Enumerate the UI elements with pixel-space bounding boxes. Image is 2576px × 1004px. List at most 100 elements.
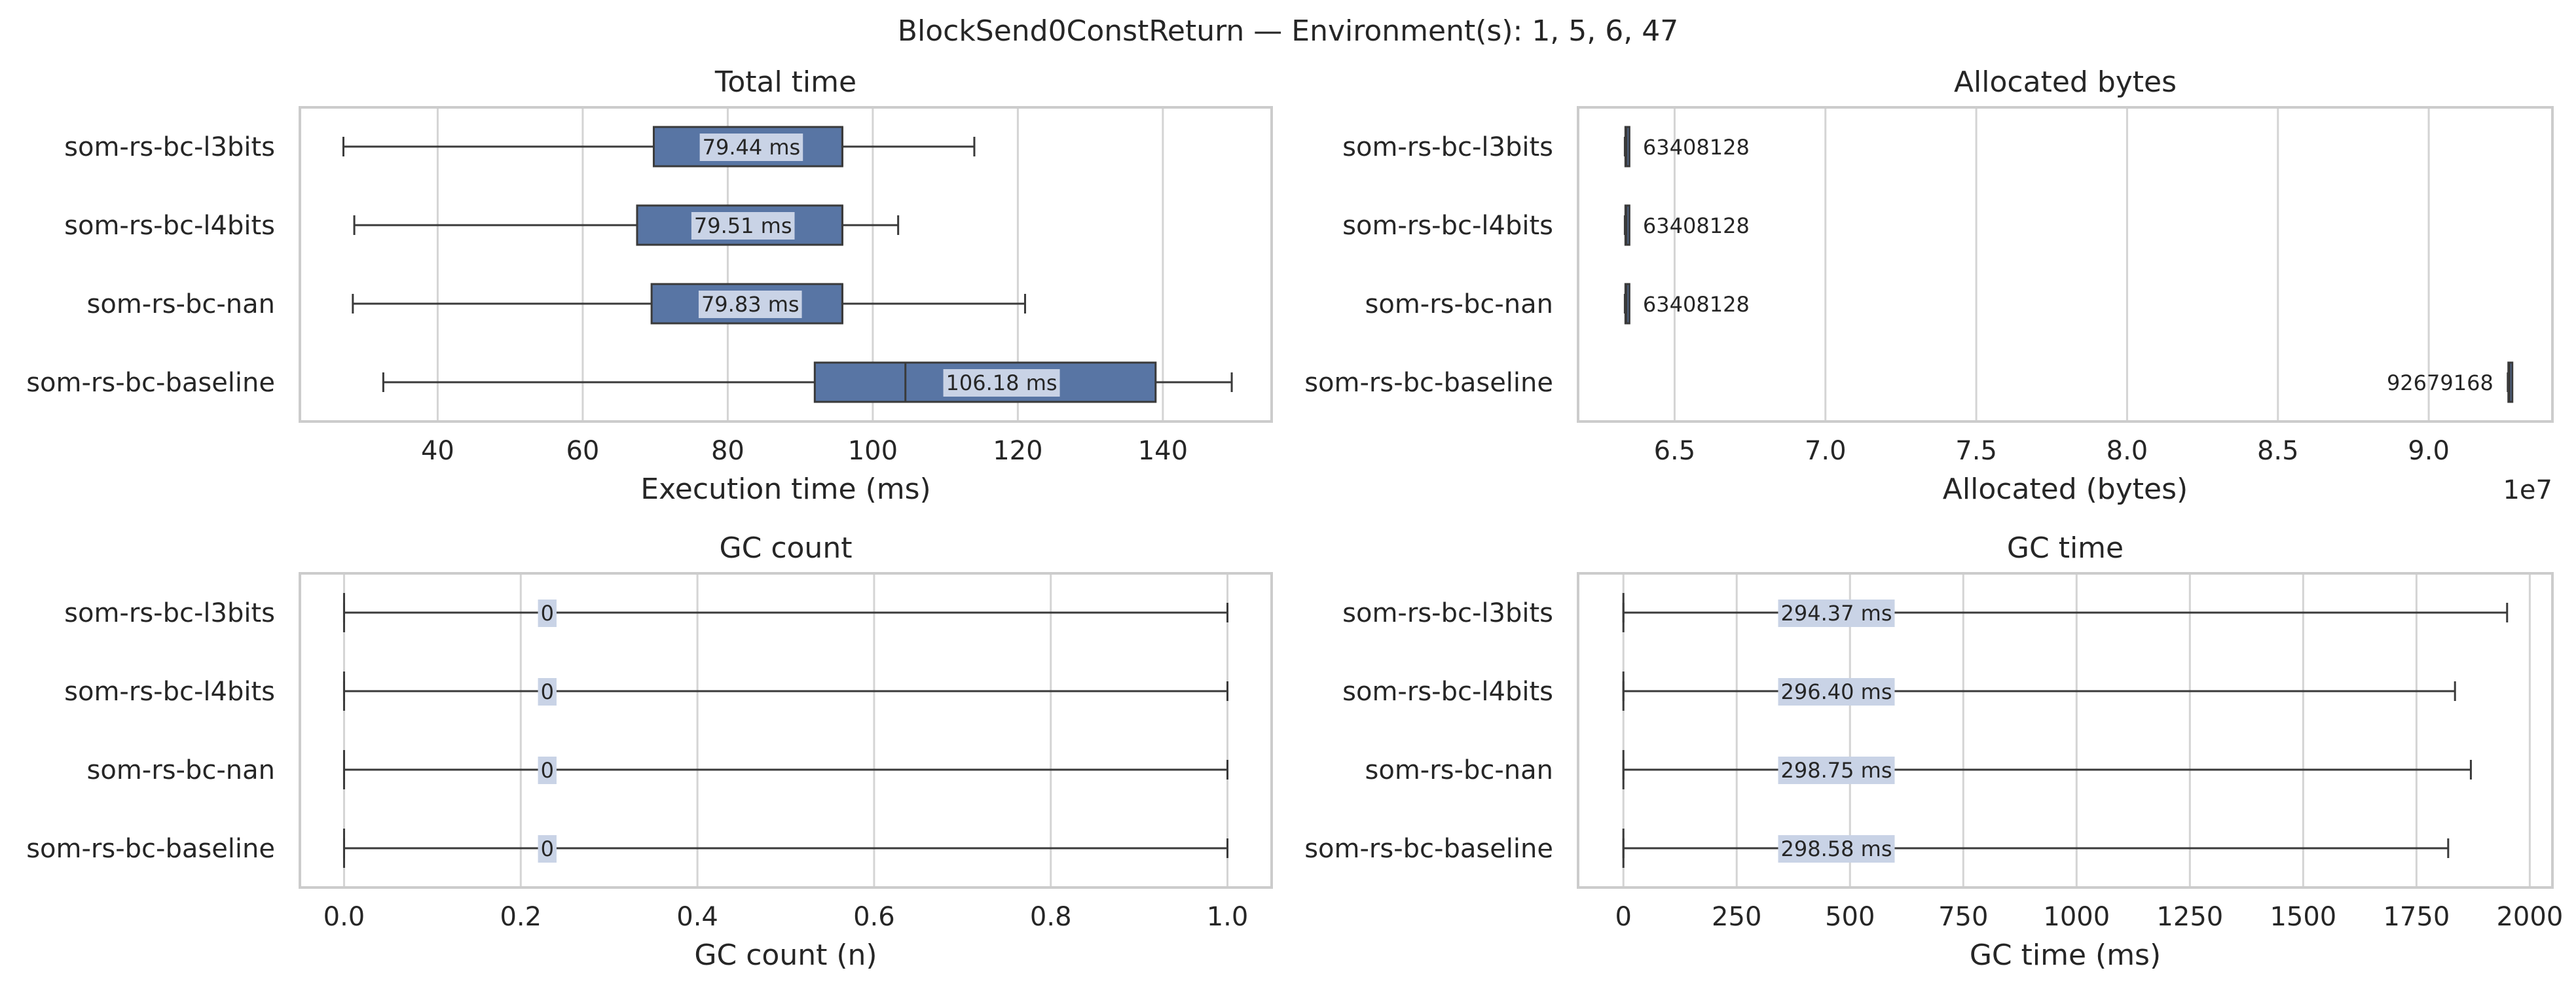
x-tick-label: 0.0 bbox=[323, 902, 365, 932]
box-4: 106.18 ms bbox=[382, 361, 1233, 403]
x-axis-label: GC time (ms) bbox=[1970, 939, 2161, 972]
axis-offset-text: 1e7 bbox=[2503, 475, 2552, 505]
x-tick-label: 60 bbox=[566, 436, 599, 466]
category-label: som-rs-bc-l4bits bbox=[64, 677, 275, 707]
panel-title: Allocated bytes bbox=[1954, 65, 2177, 99]
x-tick-label: 9.0 bbox=[2408, 436, 2450, 466]
data-label-bg bbox=[1778, 757, 1895, 784]
data-label-bg bbox=[1778, 835, 1895, 863]
x-tick-label: 7.0 bbox=[1805, 436, 1847, 466]
x-tick-label: 1250 bbox=[2156, 902, 2223, 932]
x-tick-label: 0.4 bbox=[676, 902, 718, 932]
panel-2: Allocated bytes som-rs-bc-l3bits som-rs-bc… bbox=[1304, 65, 2554, 506]
data-label: 106.18 ms bbox=[946, 370, 1058, 395]
category-label: som-rs-bc-baseline bbox=[1304, 368, 1553, 398]
figure-title: BlockSend0ConstReturn — Environment(s): … bbox=[898, 14, 1678, 48]
x-tick-label: 140 bbox=[1138, 436, 1188, 466]
x-tick-label: 40 bbox=[421, 436, 454, 466]
x-tick-label: 1000 bbox=[2043, 902, 2110, 932]
x-tick-label: 1500 bbox=[2270, 902, 2336, 932]
category-label: som-rs-bc-nan bbox=[87, 755, 275, 785]
category-label: som-rs-bc-baseline bbox=[26, 368, 275, 398]
data-label-bg bbox=[538, 835, 557, 863]
box-1: 63408128 bbox=[1623, 126, 1750, 168]
panel-4: GC time som-rs-bc-l3bits som-rs-bc-l4bits s… bbox=[1304, 531, 2563, 972]
plot-frame bbox=[1577, 572, 2554, 889]
data-label-bg bbox=[538, 678, 557, 706]
x-tick-label: 0.6 bbox=[853, 902, 895, 932]
x-tick-label: 8.5 bbox=[2257, 436, 2299, 466]
box-4: 0 bbox=[342, 829, 1229, 868]
box-1: 294.37 ms bbox=[1622, 593, 2509, 632]
panel-title: GC time bbox=[2007, 531, 2124, 565]
data-label-bg bbox=[943, 369, 1060, 397]
x-tick-label: 0 bbox=[1615, 902, 1631, 932]
panel-1: Total time som-rs-bc-l3bits som-rs-bc-l4bi… bbox=[26, 65, 1273, 506]
x-tick-label: 0.8 bbox=[1030, 902, 1072, 932]
box-3: 298.75 ms bbox=[1622, 750, 2472, 789]
panel-title: GC count bbox=[720, 531, 853, 565]
box-3: 0 bbox=[342, 750, 1229, 789]
panel-title: Total time bbox=[714, 65, 856, 99]
box-2: 0 bbox=[342, 672, 1229, 711]
data-label: 92679168 bbox=[2387, 370, 2493, 395]
data-label: 298.75 ms bbox=[1781, 758, 1892, 783]
x-tick-label: 7.5 bbox=[1955, 436, 1997, 466]
box-3: 79.83 ms bbox=[352, 283, 1026, 325]
category-label: som-rs-bc-l3bits bbox=[64, 598, 275, 628]
x-tick-label: 250 bbox=[1712, 902, 1761, 932]
data-label: 0 bbox=[541, 758, 554, 783]
x-axis-label: Allocated (bytes) bbox=[1943, 473, 2188, 506]
category-label: som-rs-bc-l4bits bbox=[1342, 677, 1553, 707]
x-tick-label: 500 bbox=[1825, 902, 1875, 932]
category-label: som-rs-bc-nan bbox=[1365, 289, 1553, 319]
x-tick-label: 6.5 bbox=[1654, 436, 1696, 466]
data-label: 298.58 ms bbox=[1781, 836, 1892, 861]
data-label-bg bbox=[538, 600, 557, 627]
data-label: 0 bbox=[541, 679, 554, 704]
data-label: 63408128 bbox=[1643, 135, 1750, 160]
box-1: 79.44 ms bbox=[342, 126, 976, 168]
data-label: 294.37 ms bbox=[1781, 601, 1892, 626]
x-tick-label: 0.2 bbox=[500, 902, 542, 932]
data-label: 296.40 ms bbox=[1781, 679, 1892, 704]
category-label: som-rs-bc-baseline bbox=[26, 834, 275, 864]
x-tick-label: 1750 bbox=[2383, 902, 2450, 932]
data-label-bg bbox=[1778, 600, 1895, 627]
x-tick-label: 750 bbox=[1938, 902, 1988, 932]
x-tick-label: 2000 bbox=[2496, 902, 2563, 932]
category-label: som-rs-bc-l3bits bbox=[1342, 132, 1553, 162]
x-tick-label: 8.0 bbox=[2107, 436, 2148, 466]
plot-frame bbox=[1577, 106, 2554, 423]
box-1: 0 bbox=[342, 593, 1229, 632]
category-label: som-rs-bc-l3bits bbox=[64, 132, 275, 162]
box-3: 63408128 bbox=[1623, 283, 1750, 325]
data-label: 0 bbox=[541, 601, 554, 626]
data-label: 79.83 ms bbox=[701, 292, 800, 317]
data-label-bg bbox=[691, 212, 795, 240]
category-label: som-rs-bc-baseline bbox=[1304, 834, 1553, 864]
plot-frame bbox=[299, 106, 1273, 423]
data-label-bg bbox=[538, 757, 557, 784]
x-axis-label: GC count (n) bbox=[694, 939, 877, 972]
category-label: som-rs-bc-l3bits bbox=[1342, 598, 1553, 628]
plot-frame bbox=[299, 572, 1273, 889]
box-2: 79.51 ms bbox=[353, 204, 900, 246]
panel-3: GC count som-rs-bc-l3bits som-rs-bc-l4bits… bbox=[26, 531, 1273, 972]
category-label: som-rs-bc-nan bbox=[1365, 755, 1553, 785]
x-tick-label: 1.0 bbox=[1207, 902, 1249, 932]
data-label: 0 bbox=[541, 836, 554, 861]
category-label: som-rs-bc-nan bbox=[87, 289, 275, 319]
data-label-bg bbox=[699, 134, 803, 161]
data-label: 63408128 bbox=[1643, 213, 1750, 238]
data-label: 79.44 ms bbox=[703, 135, 801, 160]
category-label: som-rs-bc-l4bits bbox=[1342, 211, 1553, 241]
x-tick-label: 100 bbox=[848, 436, 898, 466]
box-2: 63408128 bbox=[1623, 204, 1750, 246]
x-tick-label: 120 bbox=[993, 436, 1042, 466]
x-tick-label: 80 bbox=[711, 436, 745, 466]
data-label-bg bbox=[698, 291, 802, 318]
box-4: 92679168 bbox=[2387, 361, 2514, 403]
data-label-bg bbox=[1778, 678, 1895, 706]
